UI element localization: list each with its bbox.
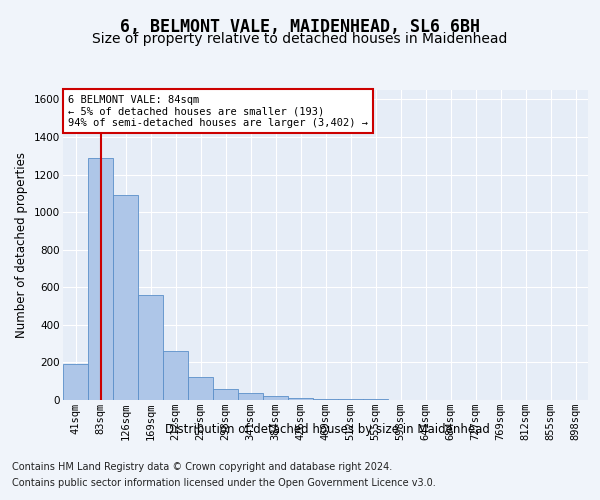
Bar xyxy=(113,195,138,400)
Bar xyxy=(163,351,188,400)
Bar xyxy=(213,388,238,400)
Bar xyxy=(63,364,88,400)
Bar xyxy=(238,394,263,400)
Text: 6, BELMONT VALE, MAIDENHEAD, SL6 6BH: 6, BELMONT VALE, MAIDENHEAD, SL6 6BH xyxy=(120,18,480,36)
Bar xyxy=(188,378,213,400)
Bar xyxy=(88,158,113,400)
Text: Contains public sector information licensed under the Open Government Licence v3: Contains public sector information licen… xyxy=(12,478,436,488)
Text: 6 BELMONT VALE: 84sqm
← 5% of detached houses are smaller (193)
94% of semi-deta: 6 BELMONT VALE: 84sqm ← 5% of detached h… xyxy=(68,94,368,128)
Bar xyxy=(263,396,288,400)
Text: Size of property relative to detached houses in Maidenhead: Size of property relative to detached ho… xyxy=(92,32,508,46)
Text: Contains HM Land Registry data © Crown copyright and database right 2024.: Contains HM Land Registry data © Crown c… xyxy=(12,462,392,472)
Text: Distribution of detached houses by size in Maidenhead: Distribution of detached houses by size … xyxy=(164,422,490,436)
Bar xyxy=(288,398,313,400)
Bar xyxy=(313,398,338,400)
Y-axis label: Number of detached properties: Number of detached properties xyxy=(16,152,28,338)
Bar xyxy=(338,399,363,400)
Bar xyxy=(138,295,163,400)
